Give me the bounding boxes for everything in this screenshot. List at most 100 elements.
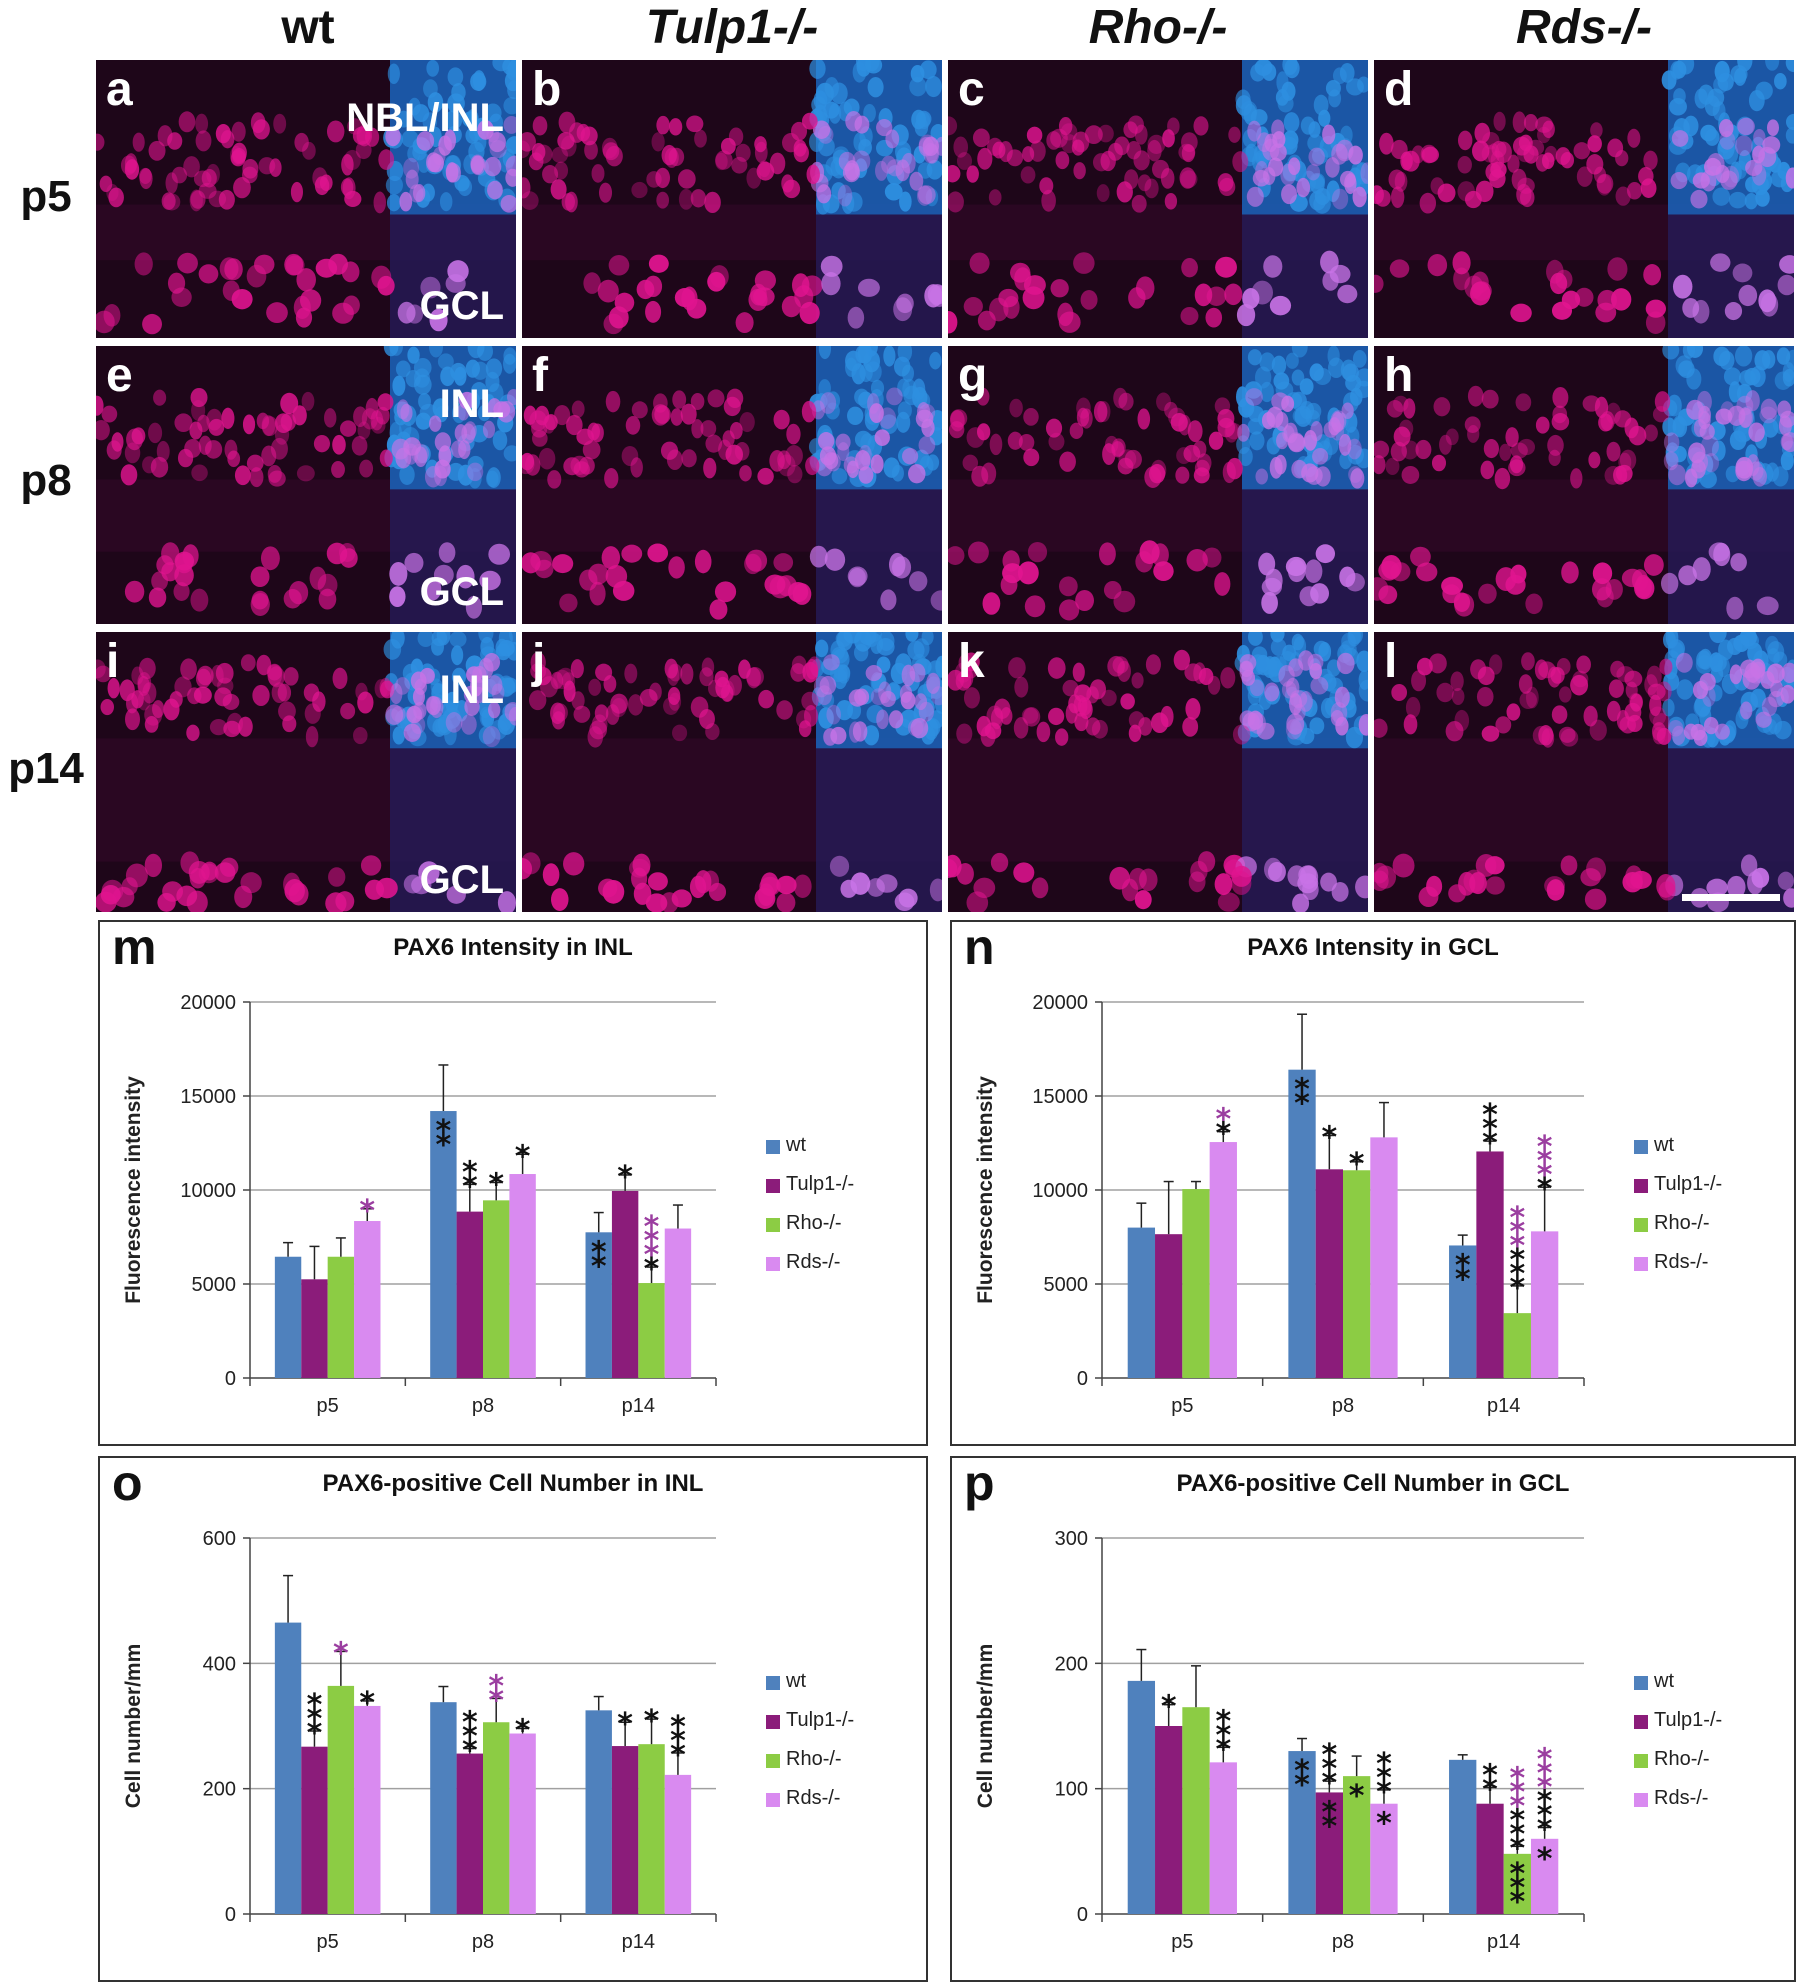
magenta-nucleus [573,705,591,723]
legend-item: Rds-/- [766,1785,876,1824]
magenta-nucleus [1116,181,1133,203]
bar-Rds-/- [354,1221,381,1378]
ganglion-nucleus [1261,577,1283,596]
magenta-nucleus [667,664,680,686]
magenta-nucleus [563,457,581,476]
magenta-nucleus [1521,652,1535,671]
magenta-nucleus [1451,688,1465,705]
bar-Rho-/- [1182,1707,1210,1914]
magenta-nucleus [1411,145,1425,164]
y-tick-label: 10000 [1032,1180,1088,1202]
magenta-nucleus [1281,184,1297,205]
magenta-nucleus [591,164,605,183]
blue-nucleus [1355,448,1368,469]
magenta-nucleus [826,452,841,472]
magenta-nucleus [787,465,803,484]
ganglion-nucleus [1544,876,1565,896]
magenta-nucleus [728,127,744,146]
ganglion-nucleus [1134,890,1152,910]
magenta-nucleus [1374,440,1390,459]
magenta-nucleus [1489,654,1503,675]
y-axis-label: Fluorescence intensity [974,1076,997,1304]
ganglion-nucleus [1258,552,1276,576]
blue-nucleus [503,347,516,365]
ganglion-nucleus [702,870,720,892]
magenta-nucleus [487,398,502,418]
bar-Tulp1-/- [301,1279,328,1378]
magenta-nucleus [576,123,591,142]
blue-nucleus [815,639,829,658]
magenta-nucleus [1474,122,1491,144]
ganglion-nucleus [1692,557,1711,582]
magenta-nucleus [156,440,170,462]
blue-nucleus [399,464,415,485]
blue-nucleus [451,667,467,686]
panel-letter: j [532,635,546,688]
blue-nucleus [413,368,430,388]
blue-nucleus [1774,72,1787,90]
blue-nucleus [831,182,846,200]
chart-panel-n: n PAX6 Intensity in GCL 0 5000 10000 15000 200… [950,919,1796,1446]
magenta-nucleus [888,710,904,729]
magenta-nucleus [694,129,707,148]
ganglion-nucleus [1292,893,1310,912]
blue-nucleus [1249,431,1265,451]
ganglion-nucleus [101,879,124,902]
magenta-nucleus [776,700,793,720]
ganglion-nucleus [1345,573,1365,592]
ganglion-nucleus [1777,274,1794,296]
ganglion-nucleus [318,588,337,610]
magenta-nucleus [528,152,544,171]
magenta-nucleus [301,391,315,411]
micrograph-panel-j: j [522,632,942,912]
layer-label-upper: NBL/INL [346,96,504,140]
magenta-nucleus [1162,129,1175,148]
magenta-nucleus [878,407,897,430]
ganglion-nucleus [488,543,511,565]
blue-nucleus [899,191,912,212]
magenta-nucleus [664,658,679,679]
significance-mark: * [1321,1120,1337,1155]
row-header-p14: p14 [8,744,84,793]
magenta-nucleus [1156,392,1171,412]
magenta-nucleus [1671,130,1689,147]
magenta-nucleus [413,701,427,720]
magenta-nucleus [1489,169,1506,189]
magenta-nucleus [571,400,585,418]
magenta-nucleus [1097,400,1111,423]
ganglion-nucleus [1022,286,1045,310]
ganglion-nucleus [425,577,442,601]
ganglion-nucleus [1605,578,1623,600]
magenta-nucleus [1264,682,1280,702]
layer-label-gcl: GCL [419,284,504,328]
chart-panel-m: m PAX6 Intensity in INL 0 5000 10000 15000 200… [98,919,928,1446]
ganglion-nucleus [389,562,408,586]
magenta-nucleus [700,420,717,437]
magenta-nucleus [926,672,941,694]
magenta-nucleus [190,387,208,408]
magenta-nucleus [1390,186,1405,208]
ganglion-nucleus [1302,879,1319,900]
magenta-nucleus [1246,186,1264,207]
magenta-nucleus [801,112,818,130]
blue-nucleus [492,60,511,72]
magenta-nucleus [703,457,717,479]
magenta-nucleus [1334,686,1350,708]
magenta-nucleus [1703,716,1719,735]
legend-label: Rho-/- [786,1212,842,1234]
magenta-nucleus [1271,392,1290,411]
ganglion-nucleus [219,257,239,281]
significance-mark: * [1509,1257,1525,1292]
ganglion-nucleus [124,580,145,603]
ganglion-nucleus [144,853,163,878]
significance-mark: * [462,1720,478,1755]
magenta-nucleus [1145,654,1161,675]
ganglion-nucleus [1315,544,1336,564]
magenta-nucleus [1649,694,1662,717]
bar-Rds-/- [1530,1231,1559,1378]
ganglion-nucleus [1738,284,1758,307]
blue-nucleus [1270,632,1285,643]
bar-Tulp1-/- [301,1746,328,1914]
magenta-nucleus [566,414,583,436]
micrograph-panel-e: e INL GCL [96,346,516,624]
